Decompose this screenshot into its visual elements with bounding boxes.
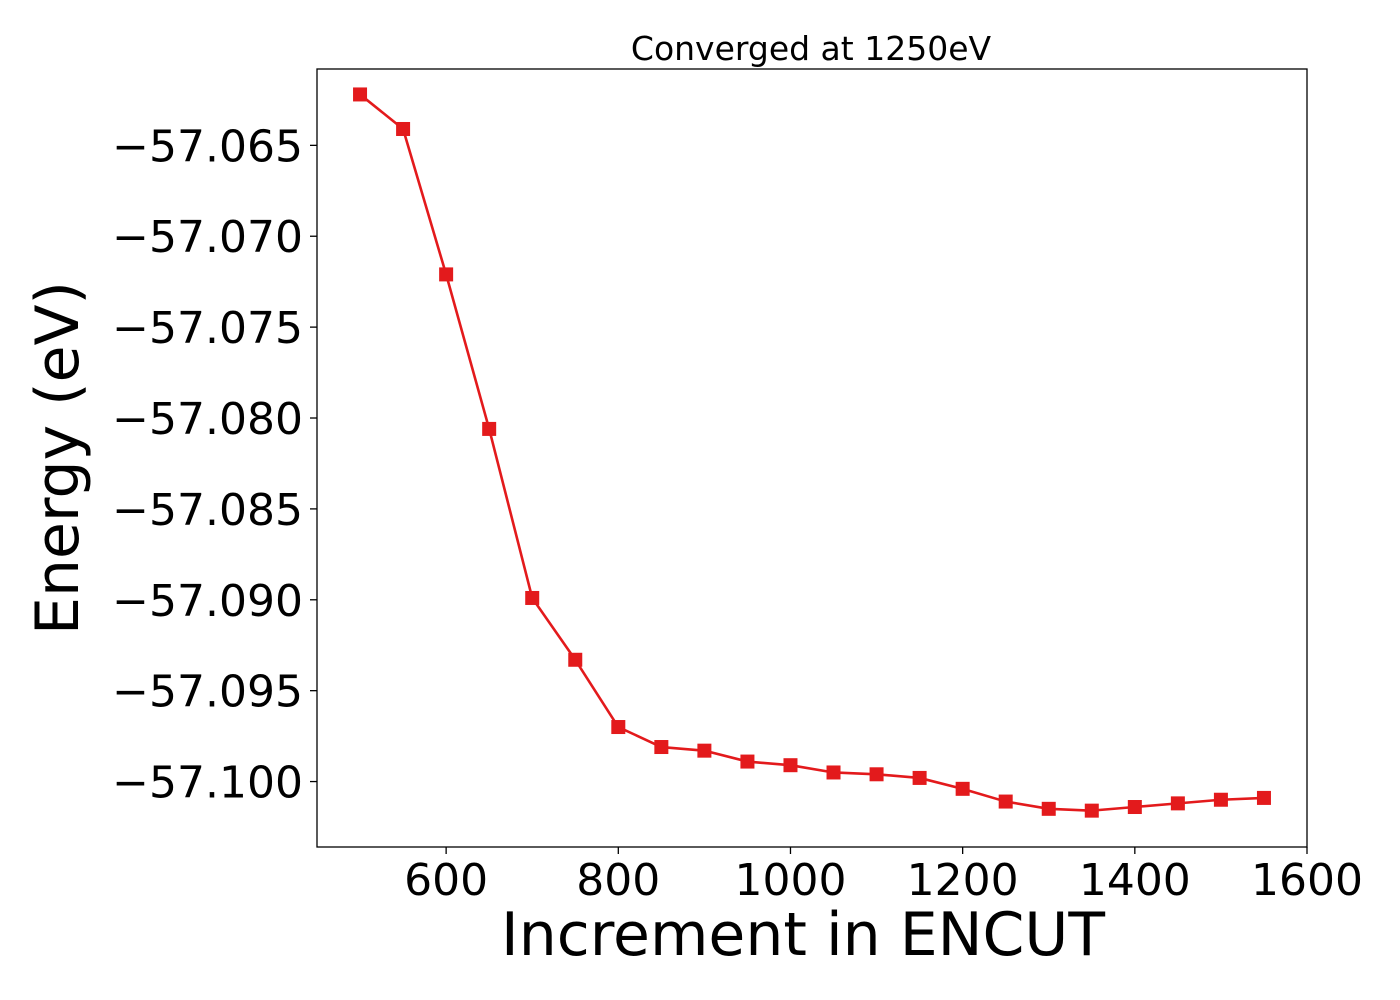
series-layer	[353, 87, 1271, 818]
y-tick-label: −57.085	[112, 485, 303, 536]
data-point-marker	[1084, 803, 1099, 818]
data-point-marker	[439, 267, 454, 282]
y-tick-label: −57.095	[112, 667, 303, 718]
data-point-marker	[525, 590, 540, 605]
chart-title: Converged at 1250eV	[631, 29, 992, 68]
data-point-marker	[611, 720, 626, 735]
y-tick-label: −57.070	[112, 212, 303, 263]
series-line	[359, 93, 1265, 812]
data-point-marker	[912, 770, 927, 785]
x-tick-label: 600	[404, 855, 488, 906]
data-point-marker	[353, 87, 368, 102]
data-point-marker	[1127, 800, 1142, 815]
x-tick-label: 1000	[734, 855, 846, 906]
y-tick-label: −57.090	[112, 576, 303, 627]
data-point-marker	[740, 754, 755, 769]
x-tick-label: 1200	[907, 855, 1019, 906]
y-axis-label: Energy (eV)	[23, 281, 93, 635]
y-tick-label: −57.075	[112, 303, 303, 354]
data-point-marker	[869, 767, 884, 782]
data-point-marker	[1256, 790, 1271, 805]
data-point-marker	[1170, 796, 1185, 811]
data-point-marker	[568, 652, 583, 667]
data-point-marker	[697, 743, 712, 758]
data-point-marker	[654, 740, 669, 755]
y-tick-label: −57.065	[112, 121, 303, 172]
y-tick-label: −57.080	[112, 394, 303, 445]
x-tick-label: 800	[576, 855, 660, 906]
y-axis: −57.065 −57.070 −57.075 −57.080 −57.085 −57.0…	[112, 121, 317, 809]
x-axis-label: Increment in ENCUT	[501, 900, 1105, 970]
data-point-marker	[482, 421, 497, 436]
data-point-marker	[396, 121, 411, 136]
data-point-marker	[955, 781, 970, 796]
data-point-marker	[1213, 792, 1228, 807]
x-tick-label: 1400	[1079, 855, 1191, 906]
data-point-marker	[826, 765, 841, 780]
data-point-marker	[783, 758, 798, 773]
data-point-marker	[998, 794, 1013, 809]
y-tick-label: −57.100	[112, 758, 303, 809]
x-tick-label: 1600	[1251, 855, 1363, 906]
data-point-marker	[1041, 801, 1056, 816]
x-axis: 600 800 1000 1200 1400 1600	[404, 847, 1363, 906]
plot-area-frame	[316, 68, 1308, 848]
